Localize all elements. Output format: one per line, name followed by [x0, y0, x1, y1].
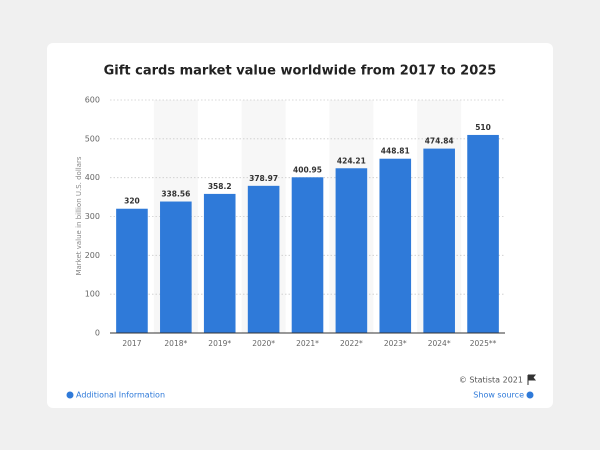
- value-label: 510: [475, 123, 491, 132]
- bar: [247, 185, 280, 333]
- bar: [379, 158, 412, 333]
- value-label: 338.56: [161, 190, 190, 199]
- bar: [291, 177, 324, 333]
- y-tick-label: 200: [85, 251, 100, 260]
- y-tick-label: 400: [85, 173, 100, 182]
- x-tick-label: 2024*: [428, 339, 451, 348]
- bar: [423, 148, 455, 333]
- value-label: 474.84: [425, 137, 454, 146]
- info-icon: [66, 391, 74, 399]
- flag-icon: [527, 374, 537, 385]
- value-label: 378.97: [249, 174, 278, 183]
- x-tick-label: 2019*: [208, 339, 231, 348]
- x-tick-label: 2023*: [384, 339, 407, 348]
- y-tick-label: 0: [95, 329, 100, 338]
- y-tick-label: 300: [85, 212, 100, 221]
- value-label: 448.81: [381, 147, 410, 156]
- y-tick-label: 600: [85, 96, 100, 105]
- additional-info[interactable]: Additional Information: [76, 391, 165, 400]
- value-label: 358.2: [208, 182, 232, 191]
- x-tick-label: 2017: [122, 339, 141, 348]
- y-tick-label: 100: [85, 290, 100, 299]
- bar: [203, 193, 236, 333]
- value-label: 424.21: [337, 156, 366, 165]
- bar: [116, 208, 148, 333]
- info-icon: [526, 391, 534, 399]
- x-tick-label: 2021*: [296, 339, 319, 348]
- y-tick-label: 500: [85, 134, 100, 143]
- bar: [160, 201, 192, 333]
- y-axis-label: Market value in billion U.S. dollars: [75, 156, 83, 275]
- x-tick-label: 2020*: [252, 339, 275, 348]
- value-label: 320: [124, 197, 140, 206]
- show-source[interactable]: Show source: [473, 391, 524, 400]
- x-tick-label: 2018*: [164, 339, 187, 348]
- bar: [335, 168, 368, 333]
- value-label: 400.95: [293, 165, 322, 174]
- chart-title: Gift cards market value worldwide from 2…: [104, 64, 497, 79]
- bar: [467, 134, 499, 333]
- x-tick-label: 2022*: [340, 339, 363, 348]
- copyright: © Statista 2021: [459, 376, 523, 385]
- x-tick-label: 2025**: [470, 339, 497, 348]
